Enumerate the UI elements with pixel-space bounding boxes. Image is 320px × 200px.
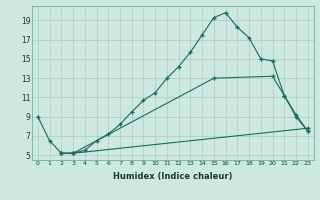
X-axis label: Humidex (Indice chaleur): Humidex (Indice chaleur) bbox=[113, 172, 233, 181]
